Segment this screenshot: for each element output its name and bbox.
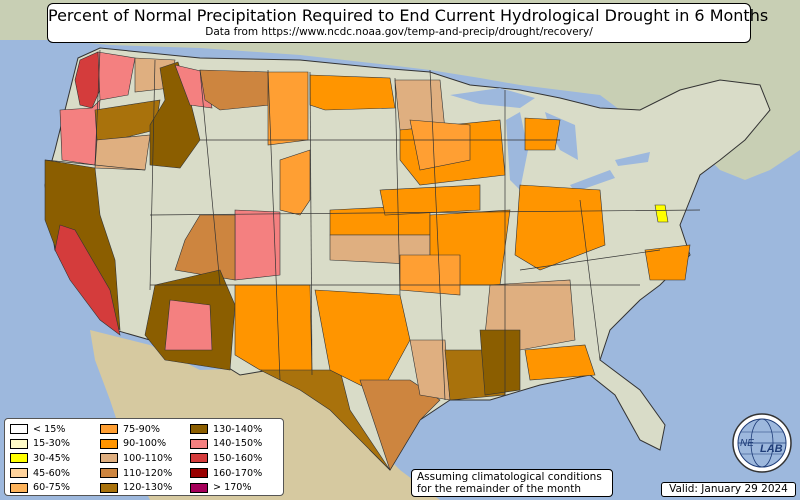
legend-swatch bbox=[190, 482, 208, 493]
legend-swatch bbox=[100, 453, 118, 464]
region-ca-south-150-160 bbox=[54, 224, 121, 336]
region-wa-140-150 bbox=[97, 51, 136, 101]
legend-label: 130-140% bbox=[213, 423, 263, 435]
region-wy-75-90 bbox=[279, 149, 311, 216]
legend-item: 100-110% bbox=[100, 451, 172, 466]
region-oh-ky-90-100 bbox=[514, 184, 606, 271]
region-tx-north-90-100 bbox=[314, 289, 411, 396]
region-gulf-coast-90-100 bbox=[524, 344, 596, 381]
logo-text-left: NE bbox=[740, 438, 754, 449]
region-nc-90-100 bbox=[644, 244, 691, 281]
legend-item: 30-45% bbox=[10, 451, 70, 466]
note-line-2: for the remainder of the month bbox=[417, 483, 582, 495]
lake-ontario bbox=[615, 152, 650, 166]
legend-item: 60-75% bbox=[10, 480, 70, 495]
globe-logo-icon: NE LAB bbox=[732, 413, 792, 473]
page-subtitle: Data from https://www.ncdc.noaa.gov/temp… bbox=[205, 26, 593, 38]
region-mi-90-100 bbox=[524, 117, 561, 151]
region-mt-east-75-90 bbox=[267, 71, 309, 146]
legend-item: 110-120% bbox=[100, 466, 172, 481]
state-borders bbox=[44, 49, 701, 401]
legend-item: < 15% bbox=[10, 422, 70, 437]
legend-label: 45-60% bbox=[33, 467, 70, 479]
legend-item: > 170% bbox=[190, 480, 262, 495]
region-wi-75-90 bbox=[409, 119, 471, 171]
legend-swatch bbox=[10, 468, 28, 479]
legend-label: 120-130% bbox=[123, 482, 173, 494]
legend-item: 15-30% bbox=[10, 437, 70, 452]
legend-item: 150-160% bbox=[190, 451, 262, 466]
region-nd-90-100 bbox=[309, 74, 396, 111]
region-mt-west-110-120 bbox=[199, 69, 271, 111]
legend-swatch bbox=[100, 482, 118, 493]
legend-label: 150-160% bbox=[213, 452, 263, 464]
page-title: Percent of Normal Precipitation Required… bbox=[48, 6, 769, 25]
legend-item: 45-60% bbox=[10, 466, 70, 481]
region-tx-east-110-120 bbox=[359, 379, 441, 471]
note-line-1: Assuming climatological conditions bbox=[417, 471, 602, 483]
legend-label: 75-90% bbox=[123, 423, 160, 435]
legend-label: 100-110% bbox=[123, 452, 173, 464]
legend-label: 140-150% bbox=[213, 438, 263, 450]
legend-label: 30-45% bbox=[33, 452, 70, 464]
legend-label: 90-100% bbox=[123, 438, 167, 450]
legend-swatch bbox=[10, 482, 28, 493]
region-nm-90-100 bbox=[234, 284, 313, 376]
legend-item: 140-150% bbox=[190, 437, 262, 452]
region-tx-west-120-130 bbox=[259, 369, 391, 471]
region-or-se-100-110 bbox=[94, 134, 151, 171]
legend-item: 90-100% bbox=[100, 437, 172, 452]
lake-michigan bbox=[506, 112, 528, 190]
region-or-120-130 bbox=[94, 99, 161, 141]
legend-swatch bbox=[190, 468, 208, 479]
region-md-30-45 bbox=[654, 204, 669, 223]
legend-label: 160-170% bbox=[213, 467, 263, 479]
legend-swatch bbox=[100, 438, 118, 449]
logo-text-right: LAB bbox=[760, 443, 783, 455]
legend-column-1: < 15% 15-30% 30-45% 45-60% 60-75% bbox=[10, 422, 70, 495]
legend-item: 120-130% bbox=[100, 480, 172, 495]
region-ne-90-100 bbox=[379, 184, 481, 216]
legend-label: < 15% bbox=[33, 423, 66, 435]
lake-erie bbox=[570, 170, 615, 192]
legend-swatch bbox=[100, 468, 118, 479]
region-ms-130-140 bbox=[479, 329, 521, 396]
region-or-coast-140-150 bbox=[59, 99, 101, 166]
canada-land bbox=[0, 0, 800, 180]
legend-item: 160-170% bbox=[190, 466, 262, 481]
legend-label: > 170% bbox=[213, 482, 252, 494]
legend-label: 110-120% bbox=[123, 467, 173, 479]
lake-superior bbox=[450, 88, 535, 108]
legend-item: 130-140% bbox=[190, 422, 262, 437]
legend-swatch bbox=[100, 424, 118, 435]
legend-label: 15-30% bbox=[33, 438, 70, 450]
legend-swatch bbox=[10, 453, 28, 464]
legend-swatch bbox=[190, 453, 208, 464]
legend-column-3: 130-140% 140-150% 150-160% 160-170% > 17… bbox=[190, 422, 262, 495]
legend-label: 60-75% bbox=[33, 482, 70, 494]
legend-column-2: 75-90% 90-100% 100-110% 110-120% 120-130… bbox=[100, 422, 172, 495]
title-box: Percent of Normal Precipitation Required… bbox=[47, 3, 769, 43]
region-az-south-140-150 bbox=[164, 299, 213, 351]
legend-item: 75-90% bbox=[100, 422, 172, 437]
valid-date-label: Valid: January 29 2024 bbox=[661, 482, 796, 497]
legend-swatch bbox=[10, 424, 28, 435]
region-co-west-140-150 bbox=[234, 209, 281, 281]
legend-swatch bbox=[190, 424, 208, 435]
legend-swatch bbox=[10, 438, 28, 449]
assumption-note: Assuming climatological conditions for t… bbox=[411, 469, 613, 497]
region-ok-75-90 bbox=[399, 254, 461, 296]
legend: < 15% 15-30% 30-45% 45-60% 60-75% 75-90%… bbox=[4, 418, 284, 496]
legend-swatch bbox=[190, 438, 208, 449]
